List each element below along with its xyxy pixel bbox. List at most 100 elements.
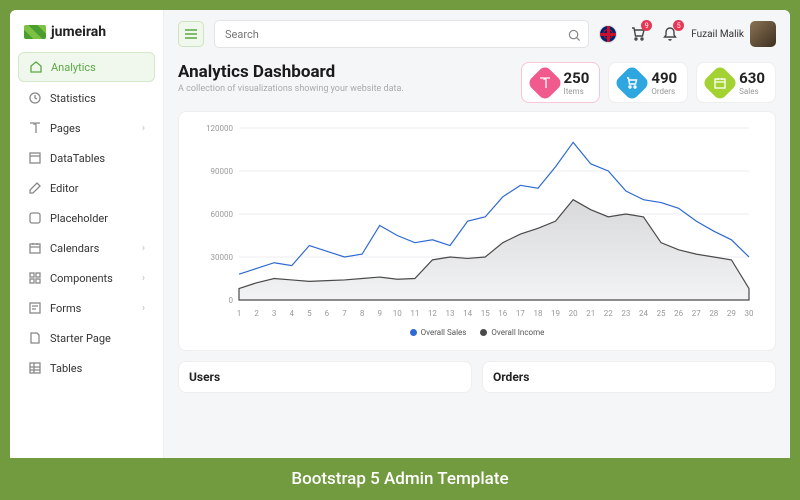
stat-sales[interactable]: 630Sales (696, 62, 776, 103)
cart-icon (614, 64, 651, 101)
chevron-right-icon: › (142, 243, 145, 254)
svg-text:10: 10 (393, 309, 402, 318)
sidebar: jumeirah Analytics Statistics Pages › DataTa… (10, 10, 164, 490)
cart-badge: 9 (641, 20, 652, 31)
user-menu[interactable]: Fuzail Malik (691, 21, 776, 47)
svg-text:19: 19 (551, 309, 560, 318)
sidebar-item-label: Forms (50, 302, 81, 315)
svg-text:8: 8 (360, 309, 365, 318)
sidebar-item-pages[interactable]: Pages › (18, 114, 155, 142)
chart-card: 0300006000090000120000123456789101112131… (178, 111, 776, 351)
sidebar-item-tables[interactable]: Tables (18, 354, 155, 382)
stat-label: Orders (651, 87, 677, 96)
sidebar-item-statistics[interactable]: Statistics (18, 84, 155, 112)
language-flag-icon[interactable] (599, 25, 617, 43)
svg-text:60000: 60000 (211, 210, 234, 219)
sidebar-item-label: Starter Page (50, 332, 111, 345)
sidebar-item-datatables[interactable]: DataTables (18, 144, 155, 172)
svg-text:120000: 120000 (206, 124, 233, 133)
page-title: Analytics Dashboard (178, 62, 509, 82)
svg-text:4: 4 (290, 309, 295, 318)
svg-text:30000: 30000 (211, 253, 234, 262)
grid-icon (28, 271, 42, 285)
svg-text:90000: 90000 (211, 167, 234, 176)
nav-list: Analytics Statistics Pages › DataTables Edito… (18, 52, 155, 382)
stat-label: Sales (739, 87, 765, 96)
user-name: Fuzail Malik (691, 29, 744, 40)
page-icon (28, 331, 42, 345)
chevron-right-icon: › (142, 273, 145, 284)
brand-logo[interactable]: jumeirah (18, 20, 155, 52)
svg-text:14: 14 (463, 309, 472, 318)
svg-text:22: 22 (604, 309, 613, 318)
chevron-right-icon: › (142, 303, 145, 314)
stat-cards: 250Items490Orders630Sales (521, 62, 776, 103)
svg-text:0: 0 (229, 296, 234, 305)
square-icon (28, 211, 42, 225)
search-input[interactable] (214, 20, 589, 48)
cal-icon (28, 241, 42, 255)
page-subtitle: A collection of visualizations showing y… (178, 84, 509, 94)
svg-text:2: 2 (254, 309, 259, 318)
chevron-right-icon: › (142, 123, 145, 134)
sidebar-item-label: Statistics (50, 92, 96, 105)
search-icon (568, 27, 581, 46)
svg-text:9: 9 (377, 309, 382, 318)
box-icon (28, 151, 42, 165)
sidebar-item-forms[interactable]: Forms › (18, 294, 155, 322)
topbar: 9 5 Fuzail Malik (164, 10, 790, 58)
tbl-icon (28, 361, 42, 375)
main-chart: 0300006000090000120000123456789101112131… (189, 122, 765, 322)
users-card[interactable]: Users (178, 361, 472, 393)
svg-text:1: 1 (237, 309, 242, 318)
avatar (750, 21, 776, 47)
stat-orders[interactable]: 490Orders (608, 62, 688, 103)
edit-icon (28, 181, 42, 195)
orders-card[interactable]: Orders (482, 361, 776, 393)
svg-text:23: 23 (621, 309, 630, 318)
notification-icon[interactable]: 5 (659, 23, 681, 45)
svg-text:16: 16 (498, 309, 507, 318)
sidebar-item-label: Editor (50, 182, 79, 195)
svg-text:12: 12 (428, 309, 437, 318)
stat-value: 490 (651, 69, 677, 87)
page-header: Analytics Dashboard A collection of visu… (178, 62, 776, 103)
sidebar-item-components[interactable]: Components› (18, 264, 155, 292)
svg-text:3: 3 (272, 309, 277, 318)
sidebar-item-label: Analytics (51, 61, 96, 74)
chart-legend: Overall Sales Overall Income (189, 328, 765, 337)
search-input-wrap (214, 20, 589, 48)
logo-icon (24, 25, 46, 39)
sidebar-item-label: Placeholder (50, 212, 108, 225)
svg-text:29: 29 (727, 309, 736, 318)
sidebar-item-label: Tables (50, 362, 82, 375)
sidebar-item-label: DataTables (50, 152, 105, 165)
svg-text:7: 7 (342, 309, 347, 318)
menu-toggle-button[interactable] (178, 21, 204, 47)
footer-banner: Bootstrap 5 Admin Template (0, 458, 800, 500)
main: 9 5 Fuzail Malik Analytics Dashboard A c… (164, 10, 790, 490)
sidebar-item-label: Pages (50, 122, 81, 135)
svg-text:30: 30 (745, 309, 754, 318)
cal-icon (702, 64, 739, 101)
svg-text:20: 20 (569, 309, 578, 318)
sidebar-item-placeholder[interactable]: Placeholder (18, 204, 155, 232)
sidebar-item-analytics[interactable]: Analytics (18, 52, 155, 82)
sidebar-item-editor[interactable]: Editor (18, 174, 155, 202)
svg-text:13: 13 (446, 309, 455, 318)
svg-text:15: 15 (481, 309, 490, 318)
legend-item: Overall Sales (410, 328, 467, 337)
sidebar-item-starter-page[interactable]: Starter Page (18, 324, 155, 352)
stat-items[interactable]: 250Items (521, 62, 601, 103)
svg-text:17: 17 (516, 309, 525, 318)
svg-text:11: 11 (410, 309, 419, 318)
svg-text:18: 18 (533, 309, 542, 318)
stat-label: Items (564, 87, 590, 96)
brand-name: jumeirah (51, 24, 106, 40)
svg-text:25: 25 (657, 309, 666, 318)
cart-icon[interactable]: 9 (627, 23, 649, 45)
secondary-cards: Users Orders (178, 361, 776, 393)
sidebar-item-calendars[interactable]: Calendars› (18, 234, 155, 262)
svg-text:26: 26 (674, 309, 683, 318)
clock-icon (28, 91, 42, 105)
